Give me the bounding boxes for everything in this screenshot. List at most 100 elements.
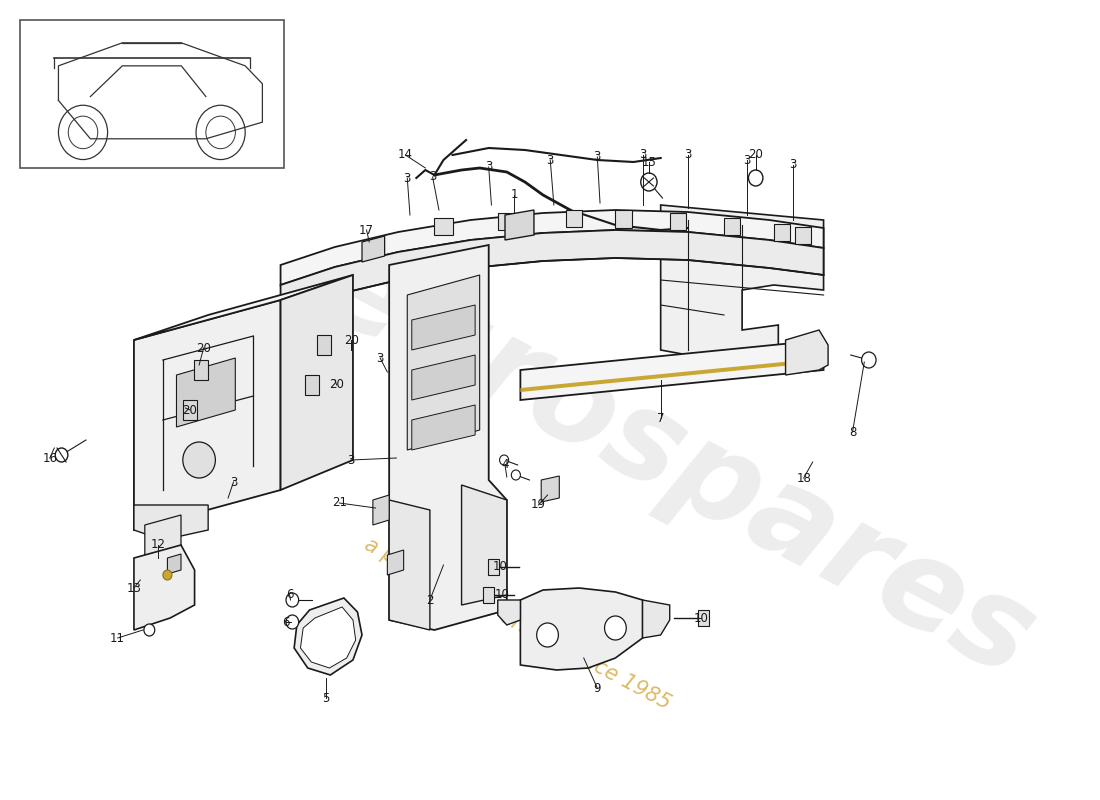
Polygon shape: [520, 358, 824, 392]
Polygon shape: [58, 42, 263, 138]
Polygon shape: [134, 505, 208, 540]
Polygon shape: [462, 485, 507, 605]
Polygon shape: [373, 495, 389, 525]
Text: 6: 6: [286, 589, 294, 602]
Text: 3: 3: [594, 150, 601, 163]
Circle shape: [748, 170, 763, 186]
Circle shape: [641, 173, 657, 191]
Polygon shape: [615, 210, 631, 228]
Text: 20: 20: [196, 342, 211, 354]
Text: 7: 7: [657, 411, 664, 425]
Text: 3: 3: [230, 475, 238, 489]
Polygon shape: [280, 210, 824, 285]
Polygon shape: [565, 210, 582, 227]
Polygon shape: [642, 600, 670, 638]
Text: 10: 10: [495, 589, 509, 602]
Text: 15: 15: [641, 155, 657, 169]
Polygon shape: [280, 275, 353, 490]
Text: 20: 20: [748, 149, 763, 162]
Text: 14: 14: [398, 149, 412, 162]
Text: 8: 8: [849, 426, 856, 438]
Text: 3: 3: [684, 149, 692, 162]
Polygon shape: [505, 210, 534, 240]
Text: 18: 18: [796, 471, 811, 485]
Polygon shape: [411, 305, 475, 350]
Polygon shape: [697, 610, 708, 626]
Circle shape: [537, 623, 559, 647]
Text: 12: 12: [151, 538, 166, 551]
Text: 3: 3: [547, 154, 554, 166]
Text: 20: 20: [329, 378, 344, 391]
Text: 4: 4: [502, 458, 509, 471]
Circle shape: [163, 570, 172, 580]
Text: 3: 3: [742, 154, 750, 166]
Text: 3: 3: [485, 161, 493, 174]
Circle shape: [183, 442, 216, 478]
Text: 21: 21: [332, 497, 346, 510]
Circle shape: [499, 455, 508, 465]
Text: 3: 3: [429, 170, 437, 183]
Polygon shape: [389, 500, 430, 630]
Polygon shape: [305, 375, 319, 395]
Polygon shape: [134, 275, 353, 340]
Text: 2: 2: [426, 594, 433, 606]
Text: 3: 3: [789, 158, 796, 171]
Circle shape: [144, 624, 155, 636]
Bar: [20, 20, 284, 168]
Polygon shape: [134, 300, 280, 530]
Polygon shape: [407, 275, 480, 450]
Text: 3: 3: [376, 351, 384, 365]
Polygon shape: [294, 598, 362, 675]
Polygon shape: [498, 600, 520, 625]
Polygon shape: [387, 550, 404, 575]
Polygon shape: [176, 358, 235, 427]
Polygon shape: [785, 330, 828, 375]
Polygon shape: [300, 607, 355, 668]
Text: 17: 17: [359, 223, 374, 237]
Polygon shape: [724, 218, 740, 235]
Polygon shape: [794, 227, 811, 244]
Text: 11: 11: [110, 631, 125, 645]
Circle shape: [55, 448, 68, 462]
Polygon shape: [134, 545, 195, 630]
Polygon shape: [317, 335, 331, 355]
Text: eurospares: eurospares: [299, 225, 1054, 703]
Polygon shape: [520, 588, 642, 670]
Text: 10: 10: [694, 611, 708, 625]
Polygon shape: [487, 559, 498, 575]
Text: 20: 20: [183, 403, 198, 417]
Polygon shape: [411, 405, 475, 450]
Circle shape: [861, 352, 876, 368]
Text: 10: 10: [493, 561, 508, 574]
Text: 13: 13: [126, 582, 142, 594]
Polygon shape: [773, 224, 790, 241]
Polygon shape: [541, 476, 559, 502]
Polygon shape: [280, 230, 824, 313]
Polygon shape: [434, 218, 452, 235]
Polygon shape: [167, 554, 182, 574]
Circle shape: [286, 593, 299, 607]
Circle shape: [286, 615, 299, 629]
Text: 6: 6: [283, 615, 289, 629]
Text: 3: 3: [639, 149, 647, 162]
Polygon shape: [145, 515, 182, 575]
Polygon shape: [661, 205, 824, 365]
Text: 3: 3: [404, 171, 411, 185]
Text: 9: 9: [594, 682, 601, 694]
Text: 5: 5: [322, 691, 330, 705]
Text: 1: 1: [510, 189, 518, 202]
Text: 19: 19: [531, 498, 546, 511]
Polygon shape: [520, 340, 824, 400]
Text: 16: 16: [42, 451, 57, 465]
Text: 3: 3: [348, 454, 355, 466]
Polygon shape: [389, 245, 507, 630]
Polygon shape: [498, 213, 516, 230]
Polygon shape: [670, 213, 686, 230]
Text: a passion for Porsche since 1985: a passion for Porsche since 1985: [361, 534, 674, 714]
Circle shape: [605, 616, 626, 640]
Polygon shape: [483, 587, 494, 603]
Circle shape: [512, 470, 520, 480]
Polygon shape: [183, 400, 197, 420]
Text: 20: 20: [343, 334, 359, 346]
Polygon shape: [362, 236, 385, 262]
